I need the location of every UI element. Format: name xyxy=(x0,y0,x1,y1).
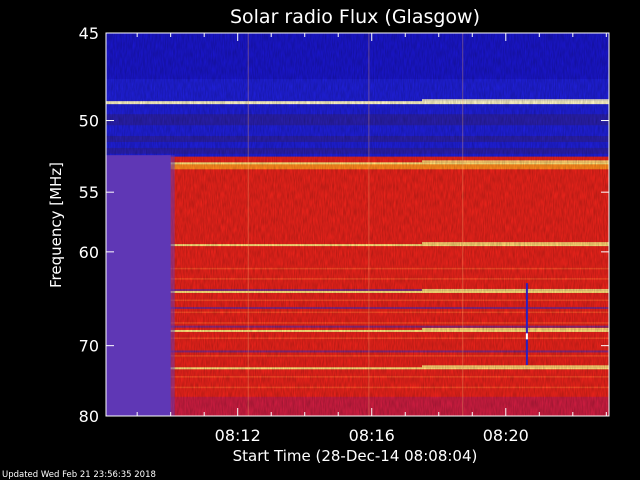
plot-area xyxy=(105,32,610,417)
segment-seam xyxy=(247,33,249,416)
y-axis-label: Frequency [MHz] xyxy=(47,162,65,288)
x-axis: 08:12 08:16 08:20 xyxy=(136,33,607,445)
x-tick-label: 08:20 xyxy=(483,426,529,445)
data-gap xyxy=(106,155,171,416)
y-tick-label: 50 xyxy=(79,112,99,131)
segment-seam xyxy=(462,33,464,416)
plot-frame xyxy=(105,32,610,417)
y-tick-label: 80 xyxy=(79,407,99,426)
y-tick-label: 60 xyxy=(79,243,99,262)
x-tick-label: 08:16 xyxy=(349,426,395,445)
data-gap xyxy=(162,155,175,416)
y-tick-label: 55 xyxy=(79,183,99,202)
segment-seam xyxy=(368,33,370,416)
texture-overlay xyxy=(106,33,609,416)
chart-title: Solar radio Flux (Glasgow) xyxy=(230,6,480,28)
x-tick-label: 08:12 xyxy=(215,426,261,445)
interference-line xyxy=(525,333,528,340)
y-axis: 45 50 55 60 70 80 xyxy=(79,24,609,426)
y-tick-label: 70 xyxy=(79,337,99,356)
interference-line xyxy=(525,283,528,366)
y-tick-label: 45 xyxy=(79,24,99,43)
x-axis-label: Start Time (28-Dec-14 08:08:04) xyxy=(233,447,478,465)
updated-timestamp: Updated Wed Feb 21 23:56:35 2018 xyxy=(2,470,156,480)
